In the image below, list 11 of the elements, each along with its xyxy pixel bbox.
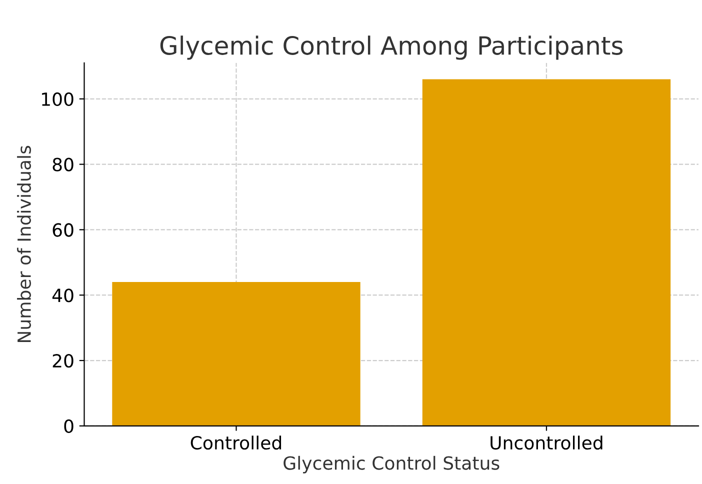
x-tick-label: Uncontrolled xyxy=(490,436,602,450)
y-tick-label: 80 xyxy=(52,158,74,172)
y-tick-label: 0 xyxy=(64,419,74,434)
y-tick-label: 40 xyxy=(52,288,74,302)
y-tick-label: 100 xyxy=(42,92,74,106)
y-tick-label: 60 xyxy=(52,223,74,237)
x-axis-title: Glycemic Control Status xyxy=(284,456,500,474)
chart-title: Glycemic Control Among Participants xyxy=(160,36,623,60)
x-tick-label: Controlled xyxy=(190,436,282,450)
y-axis-title: Number of Individuals xyxy=(17,146,31,342)
y-tick-label: 20 xyxy=(52,354,74,368)
